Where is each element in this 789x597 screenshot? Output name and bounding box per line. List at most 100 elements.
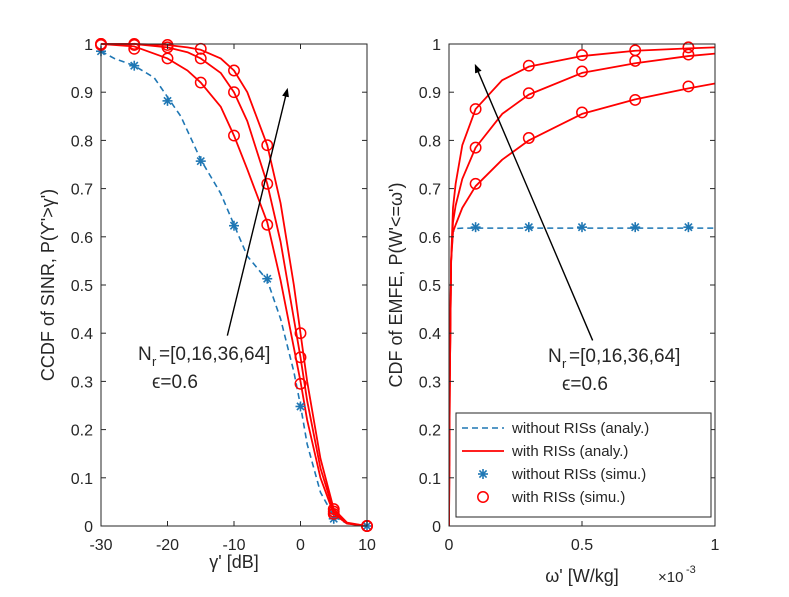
ccdf-annotation-eps: ϵ=0.6 (152, 372, 198, 393)
cdf-xtick-label: 0 (445, 537, 454, 554)
cdf-ytick-label: 0.5 (419, 278, 441, 295)
ccdf-circle-marker (294, 327, 307, 340)
legend-with-analy-label: with RISs (analy.) (511, 443, 628, 460)
ccdf-circle-marker (161, 39, 174, 51)
cdf-circle-marker (629, 44, 642, 57)
legend-with-simu-marker (477, 491, 489, 503)
ccdf-circle-marker (228, 86, 240, 99)
cdf-annotation-nr-base: N (548, 346, 562, 367)
ccdf-star-marker (129, 60, 140, 71)
ccdf-with-ris-line (101, 43, 367, 527)
ccdf-star-marker (262, 273, 273, 284)
ccdf-trend-arrow (226, 87, 289, 336)
ccdf-axes-frame (100, 43, 368, 527)
legend-without-analy-label: without RISs (analy.) (511, 420, 649, 437)
cdf-circle-marker (522, 87, 535, 100)
cdf-star-marker (523, 222, 534, 233)
ccdf-ytick-label: 0.4 (71, 326, 93, 343)
ccdf-xtick-label: -10 (222, 537, 245, 554)
ccdf-circle-marker (261, 139, 274, 152)
ccdf-annotation: N r =[0,16,36,64] ϵ=0.6 (138, 344, 270, 393)
cdf-star-marker (630, 222, 641, 233)
cdf-circle-marker (682, 80, 695, 93)
legend-with-simu-label: with RISs (simu.) (511, 489, 625, 506)
ccdf-ylabel: CCDF of SINR, P(ϒ'>γ') (38, 189, 58, 381)
cdf-x-exponent-power: -3 (686, 564, 696, 576)
cdf-ytick-label: 0.2 (419, 423, 441, 440)
ccdf-ytick-label: 0.2 (71, 423, 93, 440)
ccdf-circle-marker (228, 129, 240, 142)
cdf-axes-frame (448, 43, 716, 527)
ccdf-xlabel: γ' [dB] (209, 552, 258, 572)
cdf-circle-marker (576, 106, 588, 119)
cdf-circle-marker (682, 41, 695, 54)
cdf-circle-marker (469, 103, 482, 116)
cdf-circle-marker (469, 141, 482, 154)
cdf-annotation-nr-sub: r (562, 356, 567, 371)
ccdf-star-marker (195, 156, 206, 167)
ccdf-annotation-nr-base: N (138, 344, 152, 365)
cdf-star-marker (470, 222, 481, 233)
ccdf-with-ris-line (101, 43, 367, 527)
ccdf-circle-marker (194, 76, 207, 89)
ccdf-ytick-label: 0.6 (71, 230, 93, 247)
cdf-circle-marker (522, 132, 535, 144)
cdf-circle-marker (469, 177, 482, 190)
cdf-series-lines (449, 46, 715, 527)
cdf-xlabel: ω' [W/kg] (545, 566, 619, 586)
ccdf-annotation-nr-text: =[0,16,36,64] (159, 344, 270, 365)
ccdf-plot-layer (95, 38, 373, 532)
ccdf-star-marker (229, 220, 239, 231)
cdf-star-marker (577, 222, 587, 233)
cdf-plot-layer (449, 41, 715, 527)
cdf-annotation-nr-text: =[0,16,36,64] (569, 346, 680, 367)
cdf-annotation: N r =[0,16,36,64] ϵ=0.6 (548, 346, 680, 395)
cdf-circle-marker (522, 59, 535, 72)
ccdf-ytick-label: 0.7 (71, 182, 93, 199)
ccdf-ticks: -30 -20 -10 0 10 0 0.1 0.2 0.3 0.4 0.5 0.6 0.7 0.8 0.9… (71, 37, 376, 554)
cdf-ytick-label: 0.1 (419, 471, 441, 488)
ccdf-star-marker (295, 401, 306, 412)
ccdf-ytick-label: 0.8 (71, 133, 93, 150)
ccdf-ytick-label: 1 (84, 37, 93, 54)
cdf-ytick-label: 0.8 (419, 133, 441, 150)
ccdf-ytick-label: 0 (84, 519, 93, 536)
cdf-ytick-label: 0.9 (419, 85, 441, 102)
cdf-ticks: 0 0.5 1 0 0.1 0.2 0.3 0.4 0.5 0.6 0.7 0.8 0.9 1 (419, 37, 720, 554)
cdf-circle-marker (682, 48, 695, 61)
ccdf-xtick-label: -20 (156, 537, 179, 554)
ccdf-circle-marker (194, 52, 207, 65)
ccdf-annotation-nr-sub: r (152, 354, 157, 369)
ccdf-circle-marker (327, 503, 340, 516)
cdf-with-ris-line (449, 46, 715, 527)
ccdf-xtick-label: -30 (89, 537, 112, 554)
ccdf-circle-marker (261, 218, 274, 231)
ccdf-circle-marker (294, 351, 307, 364)
ccdf-ytick-label: 0.9 (71, 85, 93, 102)
cdf-star-marker (683, 222, 694, 233)
cdf-circle-marker (576, 49, 588, 62)
cdf-ytick-label: 0.6 (419, 230, 441, 247)
cdf-x-exponent-base: ×10 (658, 569, 683, 586)
legend-without-simu-label: without RISs (simu.) (511, 466, 646, 483)
ccdf-with-ris-line (101, 43, 367, 527)
legend: without RISs (analy.) with RISs (analy.)… (455, 412, 712, 518)
ccdf-xtick-label: 0 (296, 537, 305, 554)
cdf-circle-marker (629, 93, 642, 106)
cdf-ytick-label: 0 (432, 519, 441, 536)
legend-box (455, 412, 712, 518)
ccdf-ytick-label: 0.3 (71, 374, 93, 391)
cdf-ytick-label: 0.3 (419, 374, 441, 391)
cdf-circle-marker (576, 65, 588, 78)
cdf-emfe-panel: 0 0.5 1 0 0.1 0.2 0.3 0.4 0.5 0.6 0.7 0.8 0.9 1 ω' [W… (386, 37, 720, 586)
ccdf-ytick-label: 0.1 (71, 471, 93, 488)
cdf-xtick-label: 1 (711, 537, 720, 554)
cdf-ytick-label: 0.4 (419, 326, 441, 343)
cdf-xtick-label: 0.5 (571, 537, 593, 554)
cdf-ytick-label: 0.7 (419, 182, 441, 199)
ccdf-sinr-panel: -30 -20 -10 0 10 0 0.1 0.2 0.3 0.4 0.5 0.6 0.7 0.8 0.9… (38, 37, 376, 572)
ccdf-circle-marker (261, 177, 274, 190)
ccdf-star-marker (162, 95, 173, 106)
cdf-trend-arrow (474, 63, 594, 341)
